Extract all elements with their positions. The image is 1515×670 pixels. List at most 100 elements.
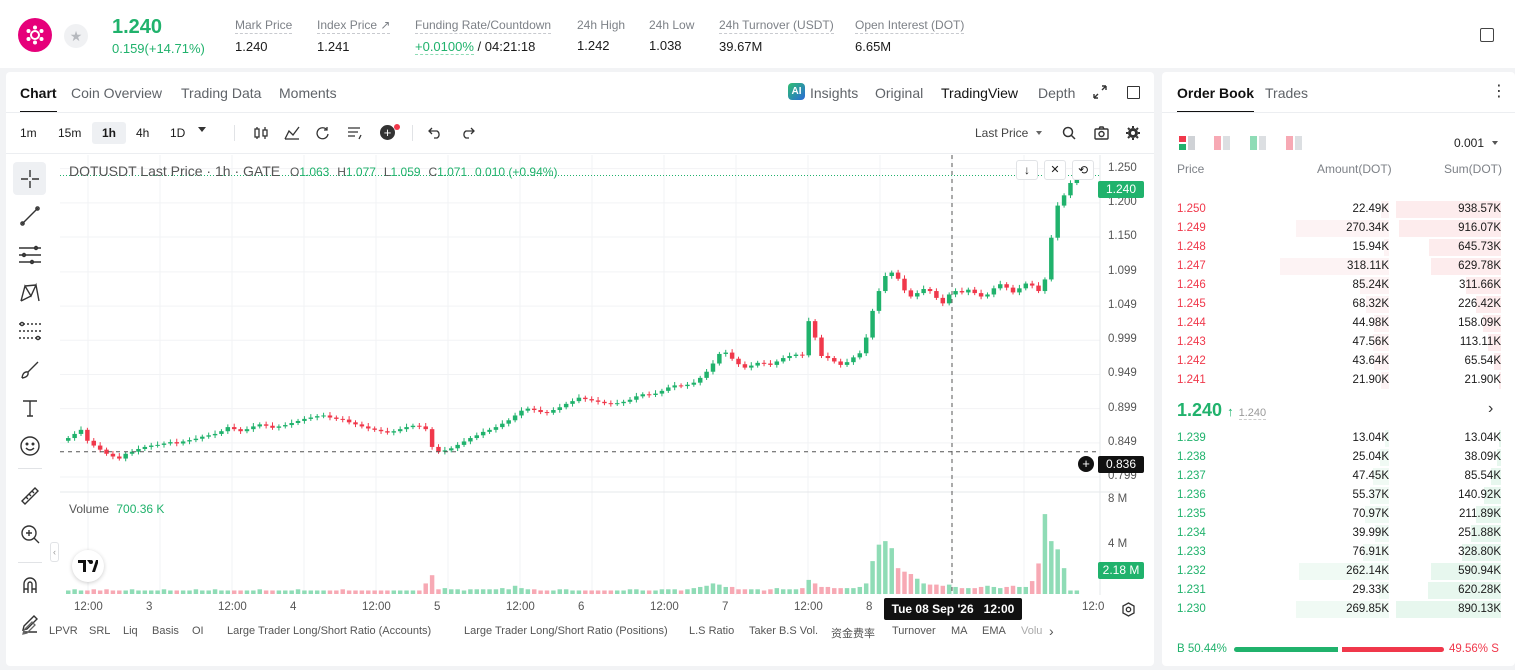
magnet-tool-icon[interactable]	[13, 568, 46, 601]
tab-trading-data[interactable]: Trading Data	[181, 85, 262, 101]
camera-icon[interactable]	[1094, 126, 1109, 145]
tab-order-book[interactable]: Order Book	[1177, 85, 1255, 113]
precision-select[interactable]: 0.001	[1454, 136, 1485, 150]
tab-moments[interactable]: Moments	[279, 85, 337, 101]
book-view-asks-icon[interactable]	[1214, 136, 1230, 155]
search-icon[interactable]	[1062, 126, 1076, 145]
chart-settings-icon[interactable]	[1121, 602, 1136, 622]
asks-row[interactable]: 1.243 47.56K 113.11K	[1177, 333, 1501, 352]
indicators-icon[interactable]	[284, 126, 300, 145]
collapse-panes-icon[interactable]: ✕	[1044, 160, 1066, 180]
tab-trades[interactable]: Trades	[1265, 85, 1309, 101]
more-options-icon[interactable]: ⋮	[1491, 83, 1507, 100]
asks-row[interactable]: 1.241 21.90K 21.90K	[1177, 371, 1501, 390]
asks-row[interactable]: 1.242 43.64K 65.54K	[1177, 352, 1501, 371]
chevron-down-icon[interactable]	[198, 127, 206, 132]
interval-15m[interactable]: 15m	[58, 126, 82, 140]
view-insights[interactable]: Insights	[810, 85, 859, 101]
stat-label[interactable]: Funding Rate/Countdown	[415, 18, 552, 34]
book-view-depth-icon[interactable]	[1286, 136, 1302, 155]
funding-rate-value[interactable]: +0.0100%	[415, 39, 474, 55]
undo-icon[interactable]	[428, 126, 443, 144]
stat-label[interactable]: Open Interest (DOT)	[855, 18, 965, 34]
asks-row[interactable]: 1.249 270.34K 916.07K	[1177, 219, 1501, 238]
candle-type-icon[interactable]	[253, 126, 269, 145]
indicator-volume[interactable]: Volu	[1021, 625, 1043, 637]
asks-row[interactable]: 1.248 15.94K 645.73K	[1177, 238, 1501, 257]
bids-row[interactable]: 1.234 39.99K 251.88K	[1177, 524, 1501, 543]
price-type-select[interactable]: Last Price	[975, 126, 1029, 140]
emoji-tool-icon[interactable]	[13, 429, 46, 462]
add-plugin-icon[interactable]: +	[380, 125, 395, 140]
asks-row[interactable]: 1.246 85.24K 311.66K	[1177, 276, 1501, 295]
interval-1m[interactable]: 1m	[20, 126, 37, 140]
interval-4h[interactable]: 4h	[136, 126, 150, 140]
asks-row[interactable]: 1.247 318.11K 629.78K	[1177, 257, 1501, 276]
redo-icon[interactable]	[460, 126, 475, 144]
bids-row[interactable]: 1.235 70.97K 211.89K	[1177, 505, 1501, 524]
indicator-taker-vol[interactable]: Taker B.S Vol.	[749, 625, 819, 637]
indicator-ema[interactable]: EMA	[982, 625, 1006, 637]
indicator-lock-icon[interactable]	[20, 615, 36, 642]
indicator-liq[interactable]: Liq	[123, 625, 138, 637]
stat-label[interactable]: Index Price ↗	[317, 18, 391, 34]
book-view-both-icon[interactable]	[1179, 136, 1195, 155]
expand-icon[interactable]	[1093, 85, 1107, 104]
view-tradingview[interactable]: TradingView	[941, 85, 1019, 101]
view-depth[interactable]: Depth	[1038, 85, 1076, 101]
tab-chart[interactable]: Chart	[20, 85, 57, 113]
templates-icon[interactable]	[347, 126, 362, 145]
bids-row[interactable]: 1.236 55.37K 140.92K	[1177, 486, 1501, 505]
parallel-lines-tool-icon[interactable]	[13, 238, 46, 271]
bids-row[interactable]: 1.230 269.85K 890.13K	[1177, 600, 1501, 619]
asks-row[interactable]: 1.245 68.32K 226.42K	[1177, 295, 1501, 314]
scroll-to-latest-icon[interactable]: ↓	[1016, 160, 1038, 180]
add-alert-icon[interactable]: +	[1078, 456, 1094, 472]
trend-line-tool-icon[interactable]	[13, 199, 46, 232]
replay-icon[interactable]	[315, 126, 330, 145]
indicator-oi[interactable]: OI	[192, 625, 204, 637]
interval-1d[interactable]: 1D	[170, 126, 186, 140]
book-icon[interactable]	[1480, 28, 1494, 42]
view-original[interactable]: Original	[875, 85, 924, 101]
fib-tool-icon[interactable]	[13, 314, 46, 347]
indicator-turnover[interactable]: Turnover	[892, 625, 936, 637]
text-tool-icon[interactable]	[13, 391, 46, 424]
window-icon[interactable]	[1127, 86, 1140, 99]
bids-row[interactable]: 1.237 47.45K 85.54K	[1177, 467, 1501, 486]
collapse-toolbar-icon[interactable]: ‹	[50, 542, 59, 562]
bids-row[interactable]: 1.233 76.91K 328.80K	[1177, 543, 1501, 562]
bids-row[interactable]: 1.239 13.04K 13.04K	[1177, 429, 1501, 448]
chevron-down-icon[interactable]	[1036, 131, 1042, 135]
favorite-star-icon[interactable]: ★	[64, 24, 88, 48]
asks-row[interactable]: 1.250 22.49K 938.57K	[1177, 200, 1501, 219]
crosshair-tool-icon[interactable]	[13, 162, 46, 195]
indicator-lpvr[interactable]: LPVR	[49, 625, 78, 637]
pattern-tool-icon[interactable]	[13, 276, 46, 309]
chevron-right-icon[interactable]: ›	[1488, 400, 1494, 417]
stat-label[interactable]: Mark Price	[235, 18, 293, 34]
bids-row[interactable]: 1.231 29.33K 620.28K	[1177, 581, 1501, 600]
book-view-bids-icon[interactable]	[1250, 136, 1266, 155]
indicator-basis[interactable]: Basis	[152, 625, 179, 637]
price-chart[interactable]	[60, 155, 1120, 595]
time-axis[interactable]: 12:00312:00412:00512:00612:00712:008912:…	[60, 601, 1104, 617]
indicator-ma[interactable]: MA	[951, 625, 968, 637]
asks-row[interactable]: 1.244 44.98K 158.09K	[1177, 314, 1501, 333]
indicator-large-trader-positions[interactable]: Large Trader Long/Short Ratio (Positions…	[464, 625, 668, 637]
indicator-large-trader-accounts[interactable]: Large Trader Long/Short Ratio (Accounts)	[227, 625, 432, 637]
tradingview-logo-icon[interactable]	[72, 550, 104, 582]
indicator-ls-ratio[interactable]: L.S Ratio	[689, 625, 735, 637]
bids-row[interactable]: 1.232 262.14K 590.94K	[1177, 562, 1501, 581]
chevron-down-icon[interactable]	[1492, 141, 1498, 145]
zoom-in-icon[interactable]	[13, 517, 46, 550]
stat-label[interactable]: 24h Turnover (USDT)	[719, 18, 834, 34]
indicator-srl[interactable]: SRL	[89, 625, 111, 637]
ruler-tool-icon[interactable]	[13, 479, 46, 512]
interval-1h[interactable]: 1h	[92, 122, 126, 144]
reset-chart-icon[interactable]: ⟲	[1072, 160, 1094, 180]
indicator-funding-rate[interactable]: 资金费率	[831, 628, 875, 640]
price-axis[interactable]: 1.250 1.200 1.150 1.099 1.049 0.999 0.949 0.899…	[1100, 155, 1154, 595]
bids-row[interactable]: 1.238 25.04K 38.09K	[1177, 448, 1501, 467]
brush-tool-icon[interactable]	[13, 353, 46, 386]
